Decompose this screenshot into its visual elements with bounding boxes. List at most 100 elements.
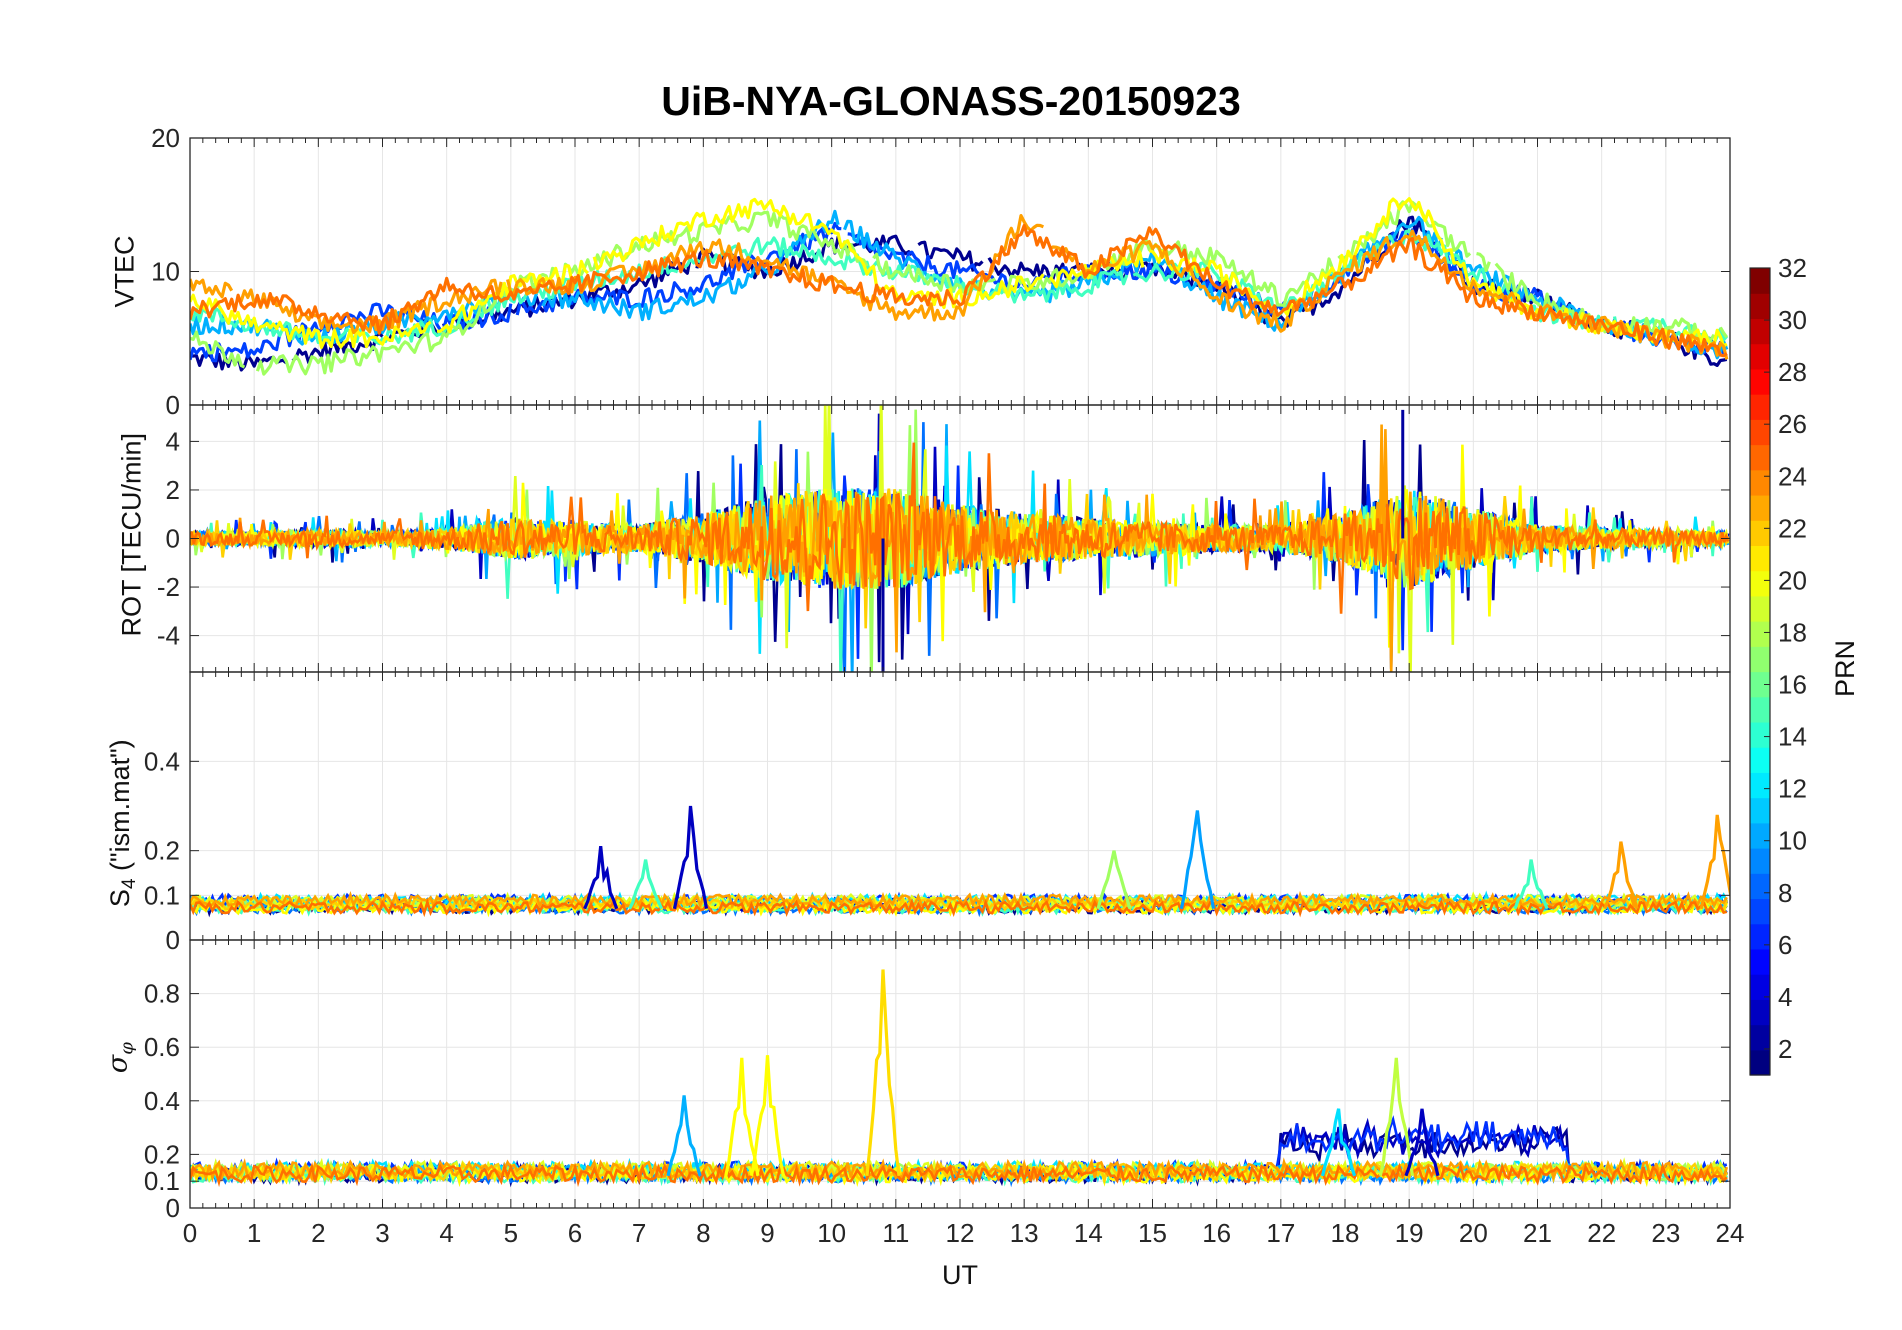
colorbar-swatch	[1750, 419, 1770, 446]
rot-series-line	[190, 442, 1730, 614]
peak-mark	[1096, 850, 1132, 910]
peak-mark	[672, 805, 709, 910]
colorbar-swatch	[1750, 646, 1770, 673]
peak-mark	[1603, 841, 1639, 910]
x-tick-label: 6	[568, 1218, 582, 1248]
peak-mark	[1404, 1108, 1440, 1177]
series-line	[190, 1161, 1728, 1188]
peak-mark	[1699, 814, 1730, 910]
vtec-series-line	[190, 229, 1729, 346]
colorbar-frame	[1749, 267, 1771, 1076]
colorbar-swatch	[1750, 469, 1770, 496]
y-tick-label: 0.1	[144, 880, 180, 910]
colorbar-tick-label: 24	[1778, 461, 1807, 491]
x-tick-label: 0	[183, 1218, 197, 1248]
x-tick-label: 14	[1074, 1218, 1103, 1248]
rot-axis-label: ROT [TECU/min]	[116, 432, 147, 637]
panel-3: 00.10.2 0.4 0.6 0.8	[144, 939, 1731, 1223]
peak-mark	[583, 846, 619, 910]
y-tick-label: 0.2	[144, 1139, 180, 1169]
y-tick-label: -4	[157, 621, 180, 651]
peak-mark	[724, 1057, 760, 1177]
chart-title: UiB-NYA-GLONASS-20150923	[661, 78, 1241, 124]
colorbar-tick-label: 30	[1778, 305, 1807, 335]
y-tick-label: 0	[166, 925, 180, 955]
y-tick-label: 0	[166, 390, 180, 420]
y-tick-label: 0.4	[144, 1086, 180, 1116]
colorbar-swatch	[1750, 1024, 1770, 1051]
colorbar-tick-label: 22	[1778, 513, 1807, 543]
x-tick-label: 5	[504, 1218, 518, 1248]
x-tick-label: 20	[1459, 1218, 1488, 1248]
colorbar-tick-label: 14	[1778, 722, 1807, 752]
y-tick-label: 20	[151, 123, 180, 153]
colorbar-swatch	[1750, 797, 1770, 824]
peak-mark	[628, 859, 664, 910]
x-tick-label: 1	[247, 1218, 261, 1248]
colorbar-swatch	[1750, 394, 1770, 420]
panel-data	[190, 969, 1729, 1188]
colorbar-swatch	[1750, 999, 1770, 1026]
colorbar-tick-label: 8	[1778, 878, 1792, 908]
colorbar-swatch	[1750, 1049, 1770, 1076]
peak-mark	[865, 969, 901, 1177]
colorbar-tick-label: 12	[1778, 774, 1807, 804]
x-tick-label: 12	[946, 1218, 975, 1248]
colorbar-swatch	[1750, 343, 1770, 370]
y-tick-label: -2	[157, 572, 180, 602]
colorbar-tick-label: 6	[1778, 930, 1792, 960]
colorbar-tick-label: 20	[1778, 565, 1807, 595]
x-tick-label: 24	[1716, 1218, 1745, 1248]
peak-mark	[749, 1055, 786, 1177]
colorbar-swatch	[1750, 293, 1770, 320]
y-tick-label: 2	[166, 475, 180, 505]
x-tick-label: 3	[375, 1218, 389, 1248]
colorbar-swatch	[1750, 873, 1770, 900]
colorbar-label: PRN	[1830, 639, 1861, 698]
colorbar-swatch	[1750, 974, 1770, 1000]
peak-mark	[1378, 1057, 1414, 1177]
panel-0: 0 10 20	[151, 123, 1731, 420]
y-tick-label: 0	[166, 1193, 180, 1223]
colorbar-swatch	[1750, 595, 1770, 622]
colorbar-swatch	[1750, 848, 1770, 874]
x-tick-label: 21	[1523, 1218, 1552, 1248]
colorbar-swatch	[1750, 822, 1770, 849]
colorbar-swatch	[1750, 721, 1770, 748]
colorbar-tick-label: 10	[1778, 826, 1807, 856]
y-tick-label: 0	[166, 524, 180, 554]
colorbar-swatch	[1750, 772, 1770, 799]
panel-data	[190, 197, 1729, 376]
panel-2: 0 0.1 0.2 0.4	[144, 671, 1731, 955]
x-tick-label: 16	[1202, 1218, 1231, 1248]
y-tick-label: 0.6	[144, 1032, 180, 1062]
colorbar-tick-label: 28	[1778, 357, 1807, 387]
colorbar-swatch	[1750, 318, 1770, 345]
x-tick-label: 22	[1587, 1218, 1616, 1248]
vtec-axis-label: VTEC	[109, 235, 140, 308]
colorbar-swatch	[1750, 923, 1770, 950]
x-tick-label: 13	[1010, 1218, 1039, 1248]
x-tick-label: 9	[760, 1218, 774, 1248]
colorbar-tick-label: 32	[1778, 253, 1807, 283]
colorbar-swatch	[1750, 520, 1770, 547]
x-tick-label: 10	[817, 1218, 846, 1248]
colorbar-swatch	[1750, 621, 1770, 647]
y-tick-label: 0.4	[144, 746, 180, 776]
vtec-series-line	[190, 223, 1728, 358]
sigma-phi-axis-label: σφ	[102, 1042, 138, 1074]
peak-mark	[666, 1095, 702, 1177]
x-axis-label: UT	[942, 1260, 978, 1290]
x-tick-label: 19	[1395, 1218, 1424, 1248]
s4-axis-label: S4 ("ism.mat")	[104, 739, 141, 908]
y-tick-label: 0.1	[144, 1166, 180, 1196]
colorbar-swatch	[1750, 671, 1770, 698]
colorbar-tick-label: 4	[1778, 982, 1792, 1012]
series-line	[190, 890, 1728, 910]
colorbar-swatch	[1750, 948, 1770, 975]
peak-mark	[1179, 810, 1216, 910]
x-tick-label: 18	[1331, 1218, 1360, 1248]
colorbar-swatch	[1750, 545, 1770, 572]
